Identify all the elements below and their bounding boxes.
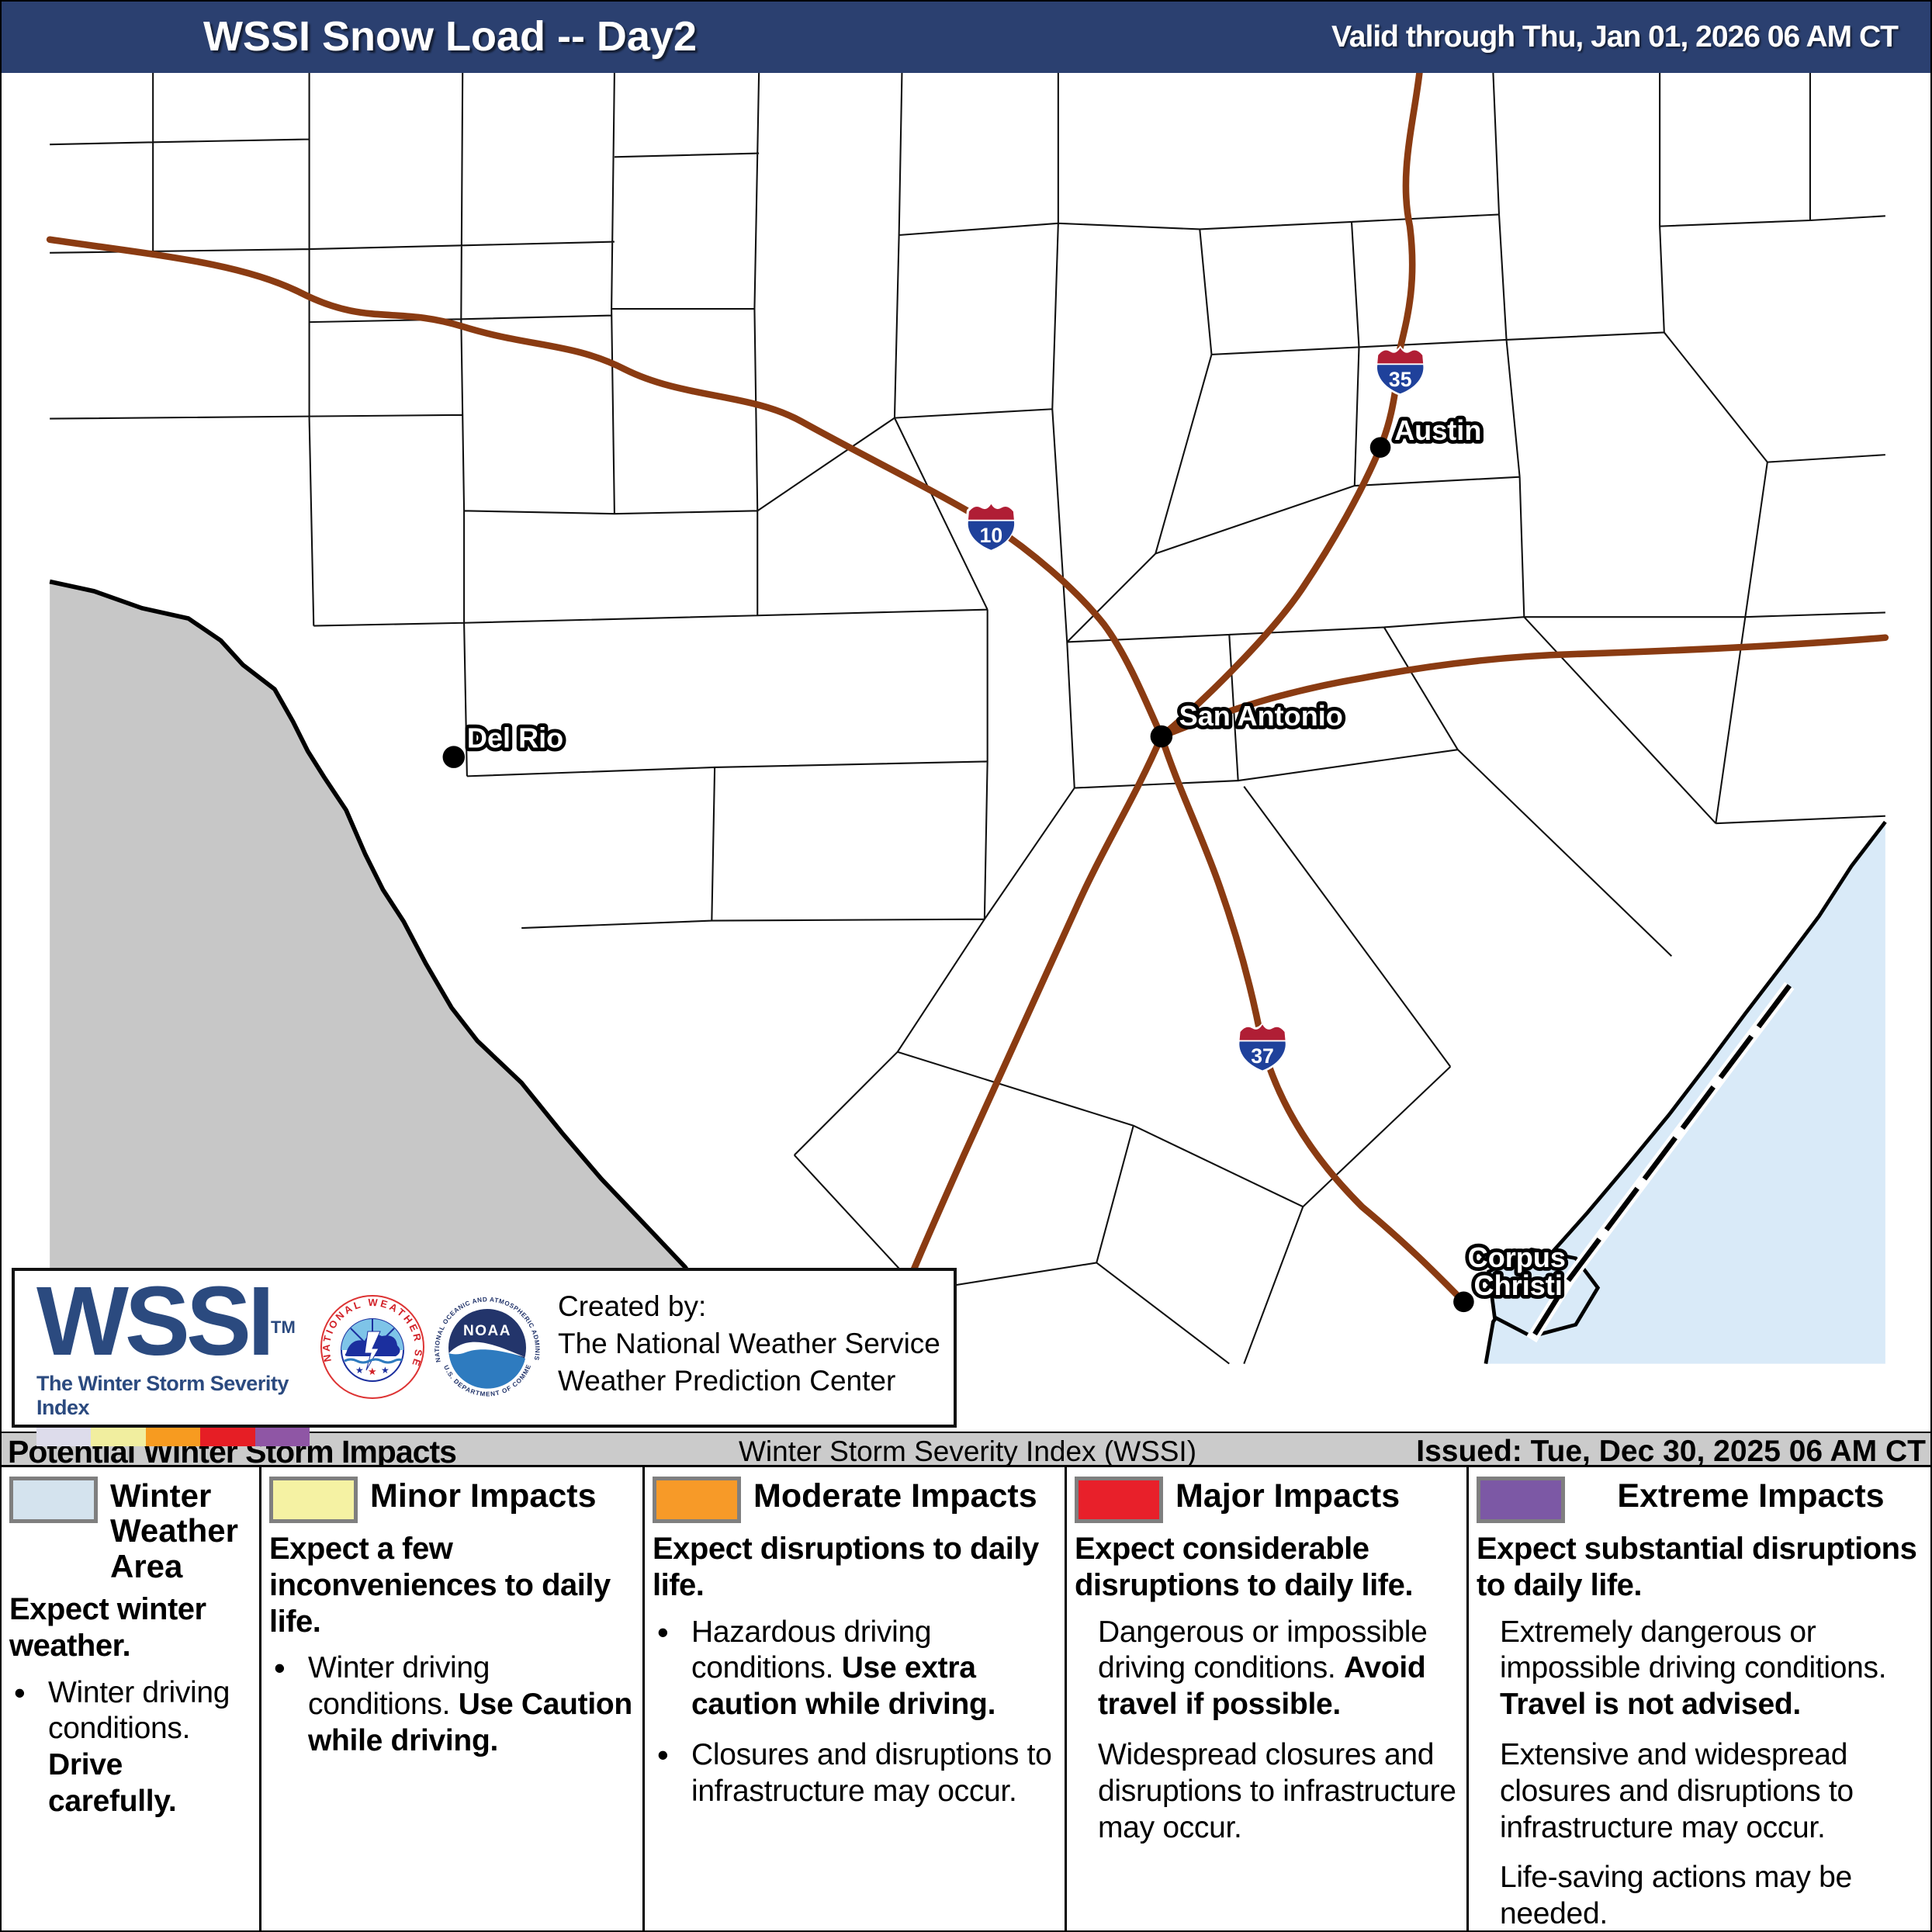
moderate-impacts-swatch [653, 1477, 741, 1523]
highway-i10-east [1158, 634, 1889, 740]
created-by-text: Created by: The National Weather Service… [558, 1290, 940, 1397]
legend-item: Extensive and widespread closures and di… [1500, 1737, 1854, 1844]
legend-intro: Expect winter weather. [9, 1592, 206, 1663]
legend-intro: Expect considerable disruptions to daily… [1075, 1532, 1413, 1602]
legend-col-winter-weather: Winter Weather Area Expect winter weathe… [2, 1467, 259, 1930]
wssi-severity-scale [36, 1428, 310, 1446]
i35-shield-number: 35 [1389, 368, 1412, 391]
trademark-symbol: TM [271, 1317, 296, 1337]
wssi-wordmark-block: WSSITM The Winter Storm Severity Index [36, 1272, 316, 1446]
legend-intro: Expect a few inconveniences to daily lif… [269, 1532, 611, 1639]
gulf-water [1485, 822, 1885, 1364]
legend-item: Dangerous or impossible driving conditio… [1098, 1615, 1428, 1722]
minor-impacts-swatch [269, 1477, 358, 1523]
info-bar: Potential Winter Storm Impacts Winter St… [2, 1432, 1930, 1470]
credit-box: WSSITM The Winter Storm Severity Index N… [12, 1268, 957, 1446]
wssi-logo-text: WSSITM [36, 1266, 296, 1376]
legend-item: • Hazardous driving conditions. Use extra… [657, 1613, 996, 1722]
del-rio-dot [442, 746, 466, 768]
extreme-impacts-swatch [1477, 1477, 1565, 1523]
bullet-icon: • [657, 1736, 669, 1773]
page-title: WSSI Snow Load -- Day2 [203, 13, 698, 60]
nws-logo-icon: NATIONAL WEATHER SERVICE ★ ★ ★ [320, 1295, 424, 1399]
legend-title: Extreme Impacts [1617, 1477, 1885, 1515]
svg-text:★: ★ [355, 1365, 364, 1376]
legend-intro: Expect substantial disruptions to daily … [1477, 1532, 1917, 1602]
legend-col-minor: Minor Impacts Expect a few inconvenience… [259, 1467, 642, 1930]
texas-map-svg: 35 10 37 Austin San Antonio [46, 73, 1889, 1367]
scale-swatch-extreme [254, 1428, 310, 1446]
wssi-tagline: The Winter Storm Severity Index [36, 1372, 289, 1419]
scale-swatch-major [200, 1428, 255, 1446]
san-antonio-dot [1150, 725, 1173, 748]
austin-label: Austin [1394, 414, 1481, 446]
header-bar: WSSI Snow Load -- Day2 Valid through Thu… [2, 2, 1930, 73]
bullet-icon: • [274, 1650, 286, 1687]
scale-swatch-moderate [145, 1428, 201, 1446]
legend-title: Winter Weather Area [110, 1477, 238, 1584]
svg-text:★: ★ [381, 1365, 390, 1376]
san-antonio-label: San Antonio [1179, 700, 1343, 732]
i35-shield: 35 [1375, 345, 1425, 396]
legend-item: Widespread closures and disruptions to i… [1098, 1737, 1456, 1844]
city-markers: Austin San Antonio Del Rio Corpus Christ… [442, 410, 1570, 1313]
svg-text:NOAA: NOAA [463, 1323, 511, 1339]
rio-grande-border [49, 579, 722, 1365]
impact-legend: Winter Weather Area Expect winter weathe… [2, 1467, 1930, 1931]
i37-shield: 37 [1237, 1022, 1288, 1073]
legend-title: Major Impacts [1175, 1477, 1401, 1515]
legend-intro: Expect disruptions to daily life. [653, 1532, 1039, 1602]
mexico-region [50, 581, 719, 1364]
issued-timestamp: Issued: Tue, Dec 30, 2025 06 AM CT [1416, 1435, 1926, 1468]
legend-item: • Winter driving conditions. Use Caution … [274, 1650, 632, 1757]
legend-item: • Closures and disruptions to infrastruct… [657, 1736, 1052, 1808]
highway-i35-north [1158, 73, 1423, 740]
info-bar-subtitle: Winter Storm Severity Index (WSSI) [738, 1435, 1197, 1467]
i10-shield-number: 10 [980, 524, 1003, 547]
svg-text:★: ★ [368, 1366, 377, 1377]
legend-title: Moderate Impacts [753, 1477, 1037, 1515]
i37-shield-number: 37 [1251, 1044, 1274, 1068]
legend-item: Life-saving actions may be needed. [1500, 1861, 1852, 1931]
scale-swatch-minor [91, 1428, 146, 1446]
legend-col-moderate: Moderate Impacts Expect disruptions to d… [642, 1467, 1065, 1930]
bullet-icon: • [14, 1674, 26, 1711]
corpus-christi-label-line2: Christi [1474, 1269, 1563, 1301]
legend-item: • Winter driving conditions. Drive carefu… [14, 1674, 230, 1819]
bullet-icon: • [657, 1613, 669, 1650]
winter-weather-swatch [9, 1477, 98, 1523]
county-lines [50, 73, 1885, 1365]
barrier-island-outline [1529, 984, 1792, 1342]
noaa-logo-icon: NATIONAL OCEANIC AND ATMOSPHERIC ADMINIS… [431, 1292, 543, 1404]
legend-col-extreme: Extreme Impacts Expect substantial disru… [1466, 1467, 1930, 1931]
legend-item: Extremely dangerous or impossible drivin… [1500, 1615, 1887, 1722]
highway-i37-south [1158, 732, 1467, 1306]
austin-dot [1369, 437, 1391, 458]
map-area: 35 10 37 Austin San Antonio [2, 73, 1930, 1432]
i10-shield: 10 [966, 501, 1016, 552]
scale-swatch-winter [36, 1428, 92, 1446]
highway-i35-south [871, 732, 1165, 1367]
legend-title: Minor Impacts [370, 1477, 597, 1515]
major-impacts-swatch [1075, 1477, 1163, 1523]
legend-col-major: Major Impacts Expect considerable disrup… [1065, 1467, 1466, 1930]
del-rio-label: Del Rio [467, 722, 563, 753]
corpus-christi-dot [1453, 1291, 1474, 1313]
corpus-christi-label-line1: Corpus [1468, 1241, 1566, 1273]
valid-through-text: Valid through Thu, Jan 01, 2026 06 AM CT [1331, 20, 1899, 54]
highway-i10-west [46, 236, 1165, 740]
